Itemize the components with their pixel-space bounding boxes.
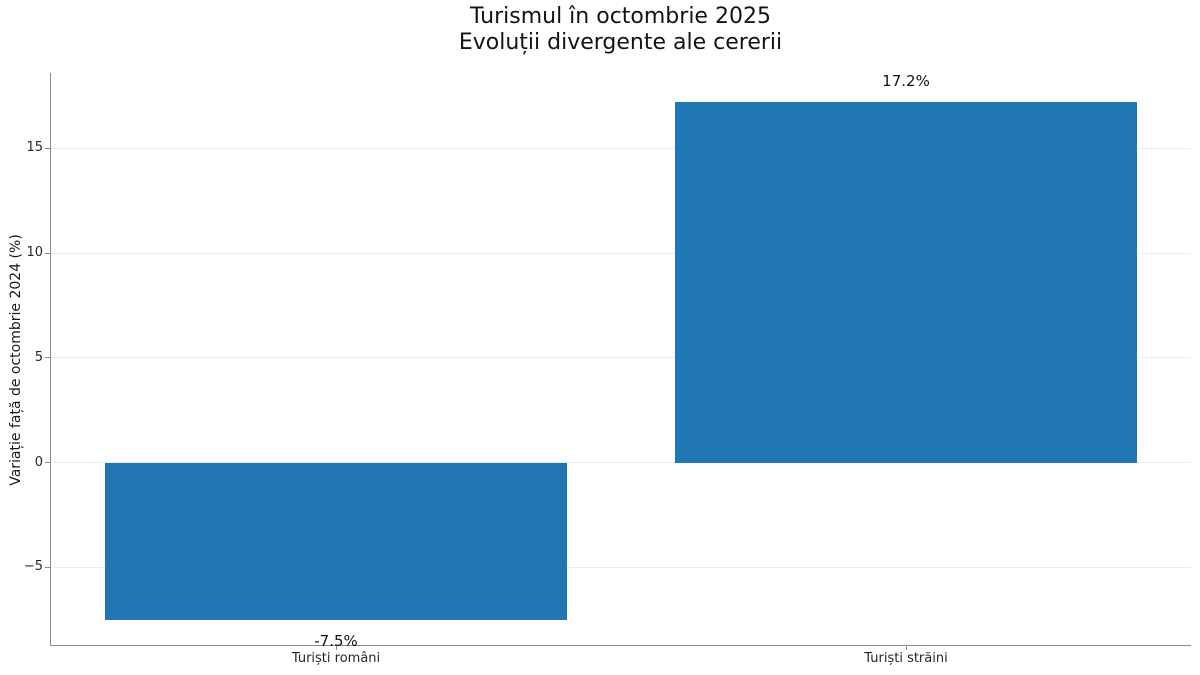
gridline bbox=[51, 252, 1191, 254]
y-tick-label: 0 bbox=[34, 454, 43, 470]
chart-title: Turismul în octombrie 2025 Evoluții dive… bbox=[50, 4, 1191, 56]
chart-subtitle: Evoluții divergente ale cererii bbox=[458, 30, 783, 55]
bar-turi-ti-str-ini bbox=[675, 102, 1137, 463]
plot-area: −5 0 5 10 15 -7.5% Turiști români 17.2% Turiști … bbox=[24, 72, 1191, 666]
y-tick-mark bbox=[45, 566, 50, 568]
gridline bbox=[51, 357, 1191, 359]
bar-value-label: -7.5% bbox=[314, 631, 358, 650]
x-tick-label: Turiști români bbox=[291, 651, 381, 666]
gridline bbox=[51, 147, 1191, 149]
x-tick-label: Turiști străini bbox=[864, 651, 948, 666]
y-tick-mark bbox=[45, 147, 50, 149]
y-tick-mark bbox=[45, 462, 50, 464]
bar-value-label: 17.2% bbox=[882, 72, 930, 91]
gridline bbox=[51, 566, 1191, 568]
y-tick-label: 10 bbox=[26, 245, 43, 261]
bar-turi-ti-rom-ni bbox=[105, 462, 567, 620]
y-tick-label: 5 bbox=[34, 349, 43, 365]
x-tick-mark bbox=[905, 646, 907, 650]
y-tick-mark bbox=[45, 252, 50, 254]
y-tick-label: −5 bbox=[23, 559, 43, 575]
chart-title-line1: Turismul în octombrie 2025 bbox=[470, 4, 771, 29]
y-tick-mark bbox=[45, 357, 50, 359]
x-tick-mark bbox=[335, 646, 337, 650]
y-tick-label: 15 bbox=[26, 140, 43, 156]
gridline bbox=[51, 462, 1191, 464]
